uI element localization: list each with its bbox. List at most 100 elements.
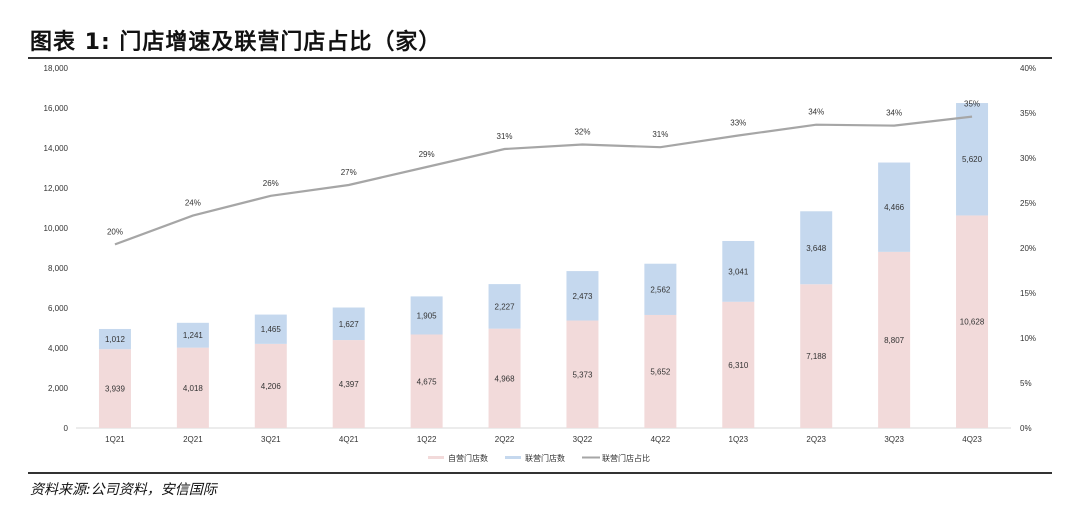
bottom-divider [28, 472, 1052, 474]
bar-self-operated-label: 7,188 [806, 352, 827, 361]
y-left-tick-label: 6,000 [48, 304, 69, 313]
bar-franchise-label: 1,241 [183, 331, 204, 340]
x-tick-label: 4Q22 [651, 435, 671, 444]
y-right-tick-label: 15% [1020, 289, 1036, 298]
legend-swatch [505, 456, 521, 459]
bar-self-operated-label: 3,939 [105, 385, 126, 394]
bar-franchise-label: 4,466 [884, 203, 905, 212]
y-right-tick-label: 0% [1020, 424, 1032, 433]
bar-self-operated [410, 334, 443, 428]
bar-self-operated [956, 215, 989, 428]
line-franchise-ratio [114, 115, 973, 246]
bar-franchise-label: 1,905 [417, 311, 438, 320]
bar-franchise-label: 3,041 [728, 267, 749, 276]
bar-self-operated [722, 301, 755, 428]
bar-self-operated-label: 5,373 [572, 370, 593, 379]
source-note: 资料来源:公司资料，安信国际 [30, 482, 217, 498]
y-right-tick-label: 5% [1020, 379, 1032, 388]
bar-franchise [644, 263, 677, 315]
y-left-tick-label: 18,000 [44, 64, 69, 73]
bar-self-operated-label: 6,310 [728, 361, 749, 370]
bar-self-operated [800, 284, 833, 428]
bar-franchise [98, 328, 131, 350]
x-tick-label: 4Q21 [339, 435, 359, 444]
chart-title: 图表 1: 门店增速及联营门店占比（家） [30, 30, 442, 55]
y-left-tick-label: 8,000 [48, 264, 69, 273]
bar-franchise [488, 284, 521, 329]
legend-swatch [428, 456, 444, 459]
line-ratio-label: 29% [419, 150, 435, 159]
y-right-tick-label: 40% [1020, 64, 1036, 73]
bar-self-operated-label: 4,675 [417, 377, 438, 386]
bar-franchise [332, 307, 365, 341]
y-right-tick-label: 30% [1020, 154, 1036, 163]
bar-franchise [722, 240, 755, 302]
line-ratio-label: 20% [107, 227, 123, 236]
x-tick-label: 4Q23 [962, 435, 982, 444]
line-ratio-label: 34% [886, 109, 902, 118]
bar-franchise [800, 211, 833, 285]
line-ratio-label: 32% [574, 128, 590, 137]
bar-franchise [254, 314, 287, 344]
bar-self-operated-label: 8,807 [884, 336, 905, 345]
bar-franchise-label: 2,562 [650, 285, 671, 294]
x-tick-label: 2Q22 [495, 435, 515, 444]
bar-self-operated-label: 4,968 [495, 374, 516, 383]
bar-franchise-label: 3,648 [806, 244, 827, 253]
line-ratio-label: 33% [730, 119, 746, 128]
legend-label: 联营门店数 [525, 453, 565, 463]
bar-self-operated-label: 5,652 [650, 367, 671, 376]
bar-self-operated [332, 340, 365, 428]
bar-self-operated [176, 347, 209, 428]
y-right-tick-label: 10% [1020, 334, 1036, 343]
y-left-tick-label: 2,000 [48, 384, 69, 393]
bar-self-operated [878, 251, 911, 428]
bar-franchise [176, 322, 209, 348]
x-tick-label: 1Q22 [417, 435, 437, 444]
legend-label: 自营门店数 [448, 453, 488, 463]
y-left-tick-label: 14,000 [44, 144, 69, 153]
bar-self-operated-label: 4,206 [261, 382, 282, 391]
x-tick-label: 3Q21 [261, 435, 281, 444]
line-ratio-label: 24% [185, 199, 201, 208]
bar-franchise-label: 1,465 [261, 325, 282, 334]
x-tick-label: 3Q22 [573, 435, 593, 444]
line-ratio-label: 27% [341, 168, 357, 177]
title-divider [28, 57, 1052, 59]
bar-franchise-label: 1,012 [105, 335, 126, 344]
line-ratio-label: 31% [652, 130, 668, 139]
bar-franchise-label: 1,627 [339, 320, 360, 329]
bar-franchise [566, 271, 599, 321]
x-tick-label: 3Q23 [884, 435, 904, 444]
bar-self-operated-label: 10,628 [960, 318, 985, 327]
x-tick-label: 2Q21 [183, 435, 203, 444]
bar-franchise [410, 296, 443, 335]
y-left-tick-label: 10,000 [44, 224, 69, 233]
y-right-tick-label: 25% [1020, 199, 1036, 208]
bar-self-operated [644, 314, 677, 428]
y-left-tick-label: 4,000 [48, 344, 69, 353]
bar-franchise-label: 2,473 [572, 292, 593, 301]
y-left-tick-label: 0 [64, 424, 69, 433]
y-right-tick-label: 20% [1020, 244, 1036, 253]
x-tick-label: 1Q23 [729, 435, 749, 444]
bar-franchise [878, 162, 911, 252]
y-left-tick-label: 16,000 [44, 104, 69, 113]
line-ratio-label: 31% [497, 132, 513, 141]
bar-self-operated [254, 343, 287, 428]
bar-self-operated-label: 4,018 [183, 384, 204, 393]
bar-franchise [956, 103, 989, 216]
bar-franchise-label: 2,227 [495, 302, 516, 311]
bar-self-operated-label: 4,397 [339, 380, 360, 389]
legend-label: 联营门店占比 [602, 453, 650, 463]
bar-franchise-label: 5,620 [962, 155, 983, 164]
line-ratio-label: 35% [964, 100, 980, 109]
bar-self-operated [566, 320, 599, 428]
bar-self-operated [488, 328, 521, 428]
line-ratio-label: 26% [263, 179, 279, 188]
y-left-tick-label: 12,000 [44, 184, 69, 193]
x-tick-label: 2Q23 [806, 435, 826, 444]
x-tick-label: 1Q21 [105, 435, 125, 444]
bar-self-operated [98, 349, 131, 428]
